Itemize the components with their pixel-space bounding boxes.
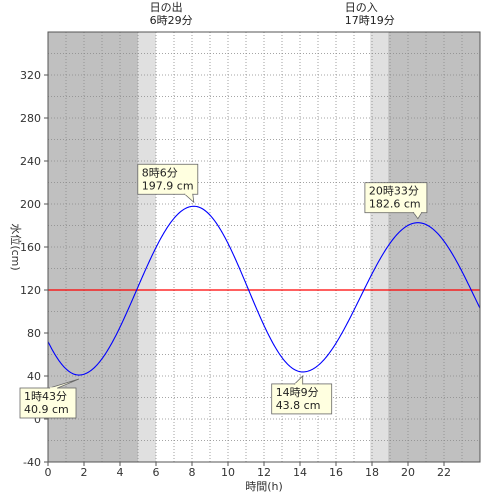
x-tick-label: 2: [81, 466, 88, 479]
y-tick-label: 240: [20, 155, 41, 168]
x-tick-label: 22: [437, 466, 451, 479]
y-tick-label: -40: [23, 456, 41, 469]
y-tick-label: 280: [20, 112, 41, 125]
x-tick-label: 16: [329, 466, 343, 479]
y-axis-title: 水位(cm): [9, 223, 23, 270]
callout-box: [271, 383, 333, 415]
callout-value: 182.6 cm: [369, 198, 421, 211]
x-tick-label: 8: [189, 466, 196, 479]
callout-time: 20時33分: [369, 185, 419, 198]
y-tick-label: 40: [27, 370, 41, 383]
callout-time: 8時6分: [142, 166, 178, 179]
x-tick-label: 10: [221, 466, 235, 479]
callout-value: 43.8 cm: [276, 399, 321, 412]
water-level-line: [47, 205, 481, 376]
sunset-time: 17時19分: [345, 14, 395, 27]
y-tick-label: 320: [20, 69, 41, 82]
night-band-evening: [388, 32, 480, 462]
callout-time: 14時9分: [276, 386, 319, 399]
sunrise-time: 6時29分: [150, 14, 193, 27]
sunset-title: 日の入: [345, 1, 378, 14]
x-tick-label: 20: [401, 466, 415, 479]
y-tick-label: 160: [20, 241, 41, 254]
y-tick-label: 120: [20, 284, 41, 297]
callout-box: [19, 387, 77, 419]
x-axis-title: 時間(h): [245, 480, 283, 493]
callout-time: 1時43分: [24, 390, 67, 403]
x-tick-label: 6: [153, 466, 160, 479]
x-tick-label: 0: [45, 466, 52, 479]
y-tick-label: 80: [27, 327, 41, 340]
twilight-band-evening: [370, 32, 389, 462]
sunrise-title: 日の出: [150, 0, 183, 14]
x-tick-label: 18: [365, 466, 379, 479]
x-tick-label: 14: [293, 466, 307, 479]
callout-value: 40.9 cm: [24, 403, 69, 416]
x-tick-label: 4: [117, 466, 124, 479]
callout-box: [137, 163, 199, 195]
y-tick-label: 0: [34, 413, 41, 426]
x-tick-label: 12: [257, 466, 271, 479]
y-tick-label: 200: [20, 198, 41, 211]
callout-value: 197.9 cm: [142, 179, 194, 192]
callout-box: [364, 182, 428, 214]
